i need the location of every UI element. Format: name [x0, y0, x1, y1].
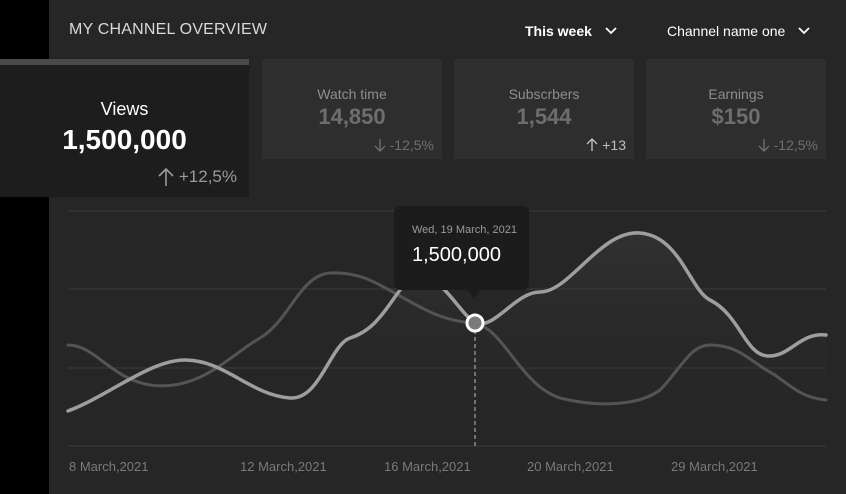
card-value: 1,500,000 [62, 124, 187, 155]
chevron-down-icon [798, 27, 810, 35]
x-axis-label: 16 March,2021 [384, 459, 471, 474]
tooltip-date: Wed, 19 March, 2021 [412, 224, 517, 236]
card-delta-value: +13 [602, 137, 626, 153]
card-value: $150 [711, 104, 761, 129]
card-label: Subscrbers [508, 86, 580, 102]
tooltip-value: 1,500,000 [412, 244, 501, 266]
earnings-card[interactable]: Earnings $150 -12,5% [646, 59, 826, 159]
period-dropdown-label: This week [525, 23, 592, 39]
period-dropdown[interactable]: This week [525, 23, 618, 39]
card-delta-value: -12,5% [389, 137, 434, 153]
views-card[interactable]: Views 1,500,000 +12,5% [0, 59, 249, 197]
card-label: Earnings [708, 86, 764, 102]
channel-dropdown[interactable]: Channel name one [667, 23, 811, 39]
card-label: Views [100, 99, 149, 119]
x-axis-label: 8 March,2021 [69, 459, 149, 474]
subscribers-card[interactable]: Subscrbers 1,544 +13 [454, 59, 634, 159]
page-title: MY CHANNEL OVERVIEW [69, 21, 268, 38]
card-value: 14,850 [318, 104, 386, 129]
channel-dropdown-label: Channel name one [667, 23, 786, 39]
card-value: 1,544 [516, 104, 572, 129]
card-delta: +12,5% [157, 167, 237, 187]
card-label: Watch time [317, 86, 387, 102]
arrow-down-icon [374, 139, 386, 152]
tooltip-pointer [466, 289, 482, 298]
x-axis-label: 29 March,2021 [671, 459, 758, 474]
chart-tooltip: Wed, 19 March, 2021 1,500,000 [394, 206, 529, 290]
x-axis-label: 12 March,2021 [240, 459, 327, 474]
x-axis-label: 20 March,2021 [527, 459, 614, 474]
card-delta-value: +12,5% [178, 167, 237, 186]
arrow-up-icon [158, 167, 174, 186]
arrow-up-icon [586, 138, 598, 151]
chevron-down-icon [605, 27, 617, 35]
card-delta: +13 [586, 137, 626, 153]
card-delta-value: -12,5% [773, 137, 818, 153]
watch-time-card[interactable]: Watch time 14,850 -12,5% [262, 59, 442, 159]
arrow-down-icon [758, 139, 770, 152]
card-delta: -12,5% [758, 137, 818, 153]
card-delta: -12,5% [374, 137, 434, 153]
active-indicator [0, 59, 249, 65]
